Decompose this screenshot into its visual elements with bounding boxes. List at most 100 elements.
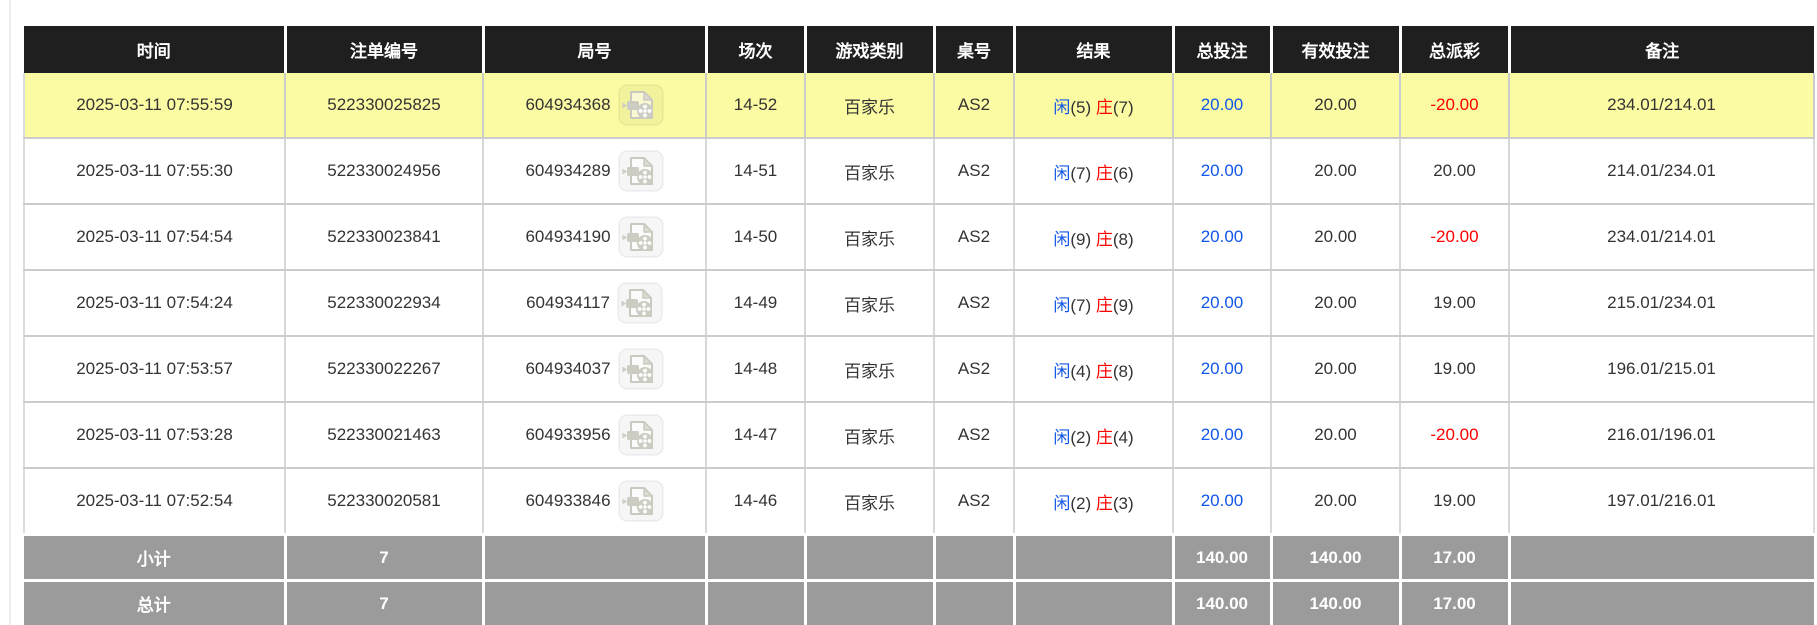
total-bet-cell: 20.00 (1172, 336, 1272, 403)
bet-record-row[interactable]: 2025-03-11 07:55:59 522330025825 6049343… (23, 73, 1815, 139)
bet-record-row[interactable]: 2025-03-11 07:52:54 522330020581 6049338… (23, 468, 1815, 536)
table-header: 时间 注单编号 局号 场次 游戏类别 桌号 结果 总投注 有效投注 总派彩 备注 (24, 26, 1814, 73)
col-header-session: 场次 (706, 26, 807, 73)
subtotal-empty-table-no (934, 533, 1016, 581)
player-result-label: 闲 (1053, 163, 1071, 183)
video-replay-icon[interactable] (617, 414, 664, 456)
table-no-cell: AS2 (933, 468, 1015, 536)
result-cell: 闲(7) 庄(6) (1013, 138, 1174, 205)
video-replay-icon[interactable] (617, 216, 664, 258)
table-no-cell: AS2 (933, 204, 1015, 271)
total-empty-round (483, 579, 708, 625)
remark-cell: 216.01/196.01 (1508, 402, 1815, 469)
subtotal-empty-remark (1509, 533, 1814, 581)
valid-bet-cell: 20.00 (1270, 336, 1401, 403)
payout-cell: -20.00 (1399, 204, 1510, 271)
round-id-cell: 604934368 (482, 73, 707, 139)
player-result-label: 闲 (1053, 427, 1071, 447)
session-cell: 14-48 (705, 336, 806, 403)
game-type-cell: 百家乐 (804, 402, 935, 469)
payout-value: 19.00 (1433, 491, 1476, 510)
col-header-game-type: 游戏类别 (805, 26, 936, 73)
payout-cell: 19.00 (1399, 336, 1510, 403)
bet-records-table: 时间 注单编号 局号 场次 游戏类别 桌号 结果 总投注 有效投注 总派彩 备注… (23, 26, 1815, 625)
banker-result-label: 庄 (1095, 361, 1113, 381)
table-footer: 小计 7 140.00 140.00 17.00 总计 7 140.00 140… (24, 533, 1814, 625)
valid-bet-cell: 20.00 (1270, 270, 1401, 337)
round-id-cell: 604934289 (482, 138, 707, 205)
round-id-cell: 604933846 (482, 468, 707, 536)
bet-id-cell: 522330020581 (284, 468, 484, 536)
header-row: 时间 注单编号 局号 场次 游戏类别 桌号 结果 总投注 有效投注 总派彩 备注 (24, 26, 1814, 73)
total-bet-link[interactable]: 20.00 (1200, 425, 1244, 444)
banker-result-label: 庄 (1095, 427, 1113, 447)
game-type-cell: 百家乐 (804, 336, 935, 403)
bet-id-cell: 522330025825 (284, 73, 484, 139)
total-bet-link[interactable]: 20.00 (1200, 359, 1244, 378)
bet-record-row[interactable]: 2025-03-11 07:54:54 522330023841 6049341… (23, 204, 1815, 271)
total-empty-result (1014, 579, 1175, 625)
game-type-cell: 百家乐 (804, 270, 935, 337)
video-replay-icon[interactable] (617, 282, 663, 324)
bet-id-cell: 522330022267 (284, 336, 484, 403)
player-result-label: 闲 (1053, 361, 1071, 381)
remark-cell: 197.01/216.01 (1508, 468, 1815, 536)
player-result-score: (9) (1070, 229, 1092, 249)
subtotal-label: 小计 (24, 533, 287, 581)
valid-bet-cell: 20.00 (1270, 138, 1401, 205)
banker-result-score: (4) (1112, 427, 1134, 447)
round-id-cell: 604934190 (482, 204, 707, 271)
payout-value: 20.00 (1433, 161, 1476, 180)
page-left-divider (9, 0, 11, 625)
total-row: 总计 7 140.00 140.00 17.00 (24, 579, 1814, 625)
round-id-value: 604934289 (525, 161, 611, 180)
subtotal-row: 小计 7 140.00 140.00 17.00 (24, 533, 1814, 581)
bet-record-row[interactable]: 2025-03-11 07:53:28 522330021463 6049339… (23, 402, 1815, 469)
total-empty-game-type (805, 579, 936, 625)
round-id-value: 604933846 (525, 491, 611, 510)
payout-cell: 20.00 (1399, 138, 1510, 205)
col-header-result: 结果 (1014, 26, 1175, 73)
session-cell: 14-49 (705, 270, 806, 337)
session-cell: 14-50 (705, 204, 806, 271)
session-cell: 14-46 (705, 468, 806, 536)
total-bet-link[interactable]: 20.00 (1200, 491, 1244, 510)
result-cell: 闲(7) 庄(9) (1013, 270, 1174, 337)
round-id-cell: 604933956 (482, 402, 707, 469)
valid-bet-cell: 20.00 (1270, 204, 1401, 271)
video-replay-icon[interactable] (617, 150, 664, 192)
col-header-total-bet: 总投注 (1173, 26, 1273, 73)
total-label: 总计 (24, 579, 287, 625)
banker-result-label: 庄 (1095, 229, 1113, 249)
total-total-bet: 140.00 (1173, 579, 1273, 625)
subtotal-empty-result (1014, 533, 1175, 581)
video-replay-icon[interactable] (617, 348, 664, 390)
banker-result-score: (6) (1112, 163, 1134, 183)
remark-cell: 234.01/214.01 (1508, 73, 1815, 139)
bet-record-row[interactable]: 2025-03-11 07:54:24 522330022934 6049341… (23, 270, 1815, 337)
banker-result-score: (8) (1112, 229, 1134, 249)
valid-bet-cell: 20.00 (1270, 402, 1401, 469)
player-result-label: 闲 (1053, 493, 1071, 513)
round-id-cell: 604934037 (482, 336, 707, 403)
video-replay-icon[interactable] (617, 480, 664, 522)
total-bet-link[interactable]: 20.00 (1200, 95, 1244, 114)
col-header-table-no: 桌号 (934, 26, 1016, 73)
session-cell: 14-52 (705, 73, 806, 139)
subtotal-total-bet: 140.00 (1173, 533, 1273, 581)
player-result-label: 闲 (1053, 295, 1071, 315)
table-no-cell: AS2 (933, 138, 1015, 205)
subtotal-empty-session (706, 533, 807, 581)
player-result-label: 闲 (1053, 229, 1071, 249)
total-bet-link[interactable]: 20.00 (1200, 293, 1244, 312)
bet-record-row[interactable]: 2025-03-11 07:53:57 522330022267 6049340… (23, 336, 1815, 403)
total-bet-link[interactable]: 20.00 (1200, 227, 1244, 246)
bet-record-row[interactable]: 2025-03-11 07:55:30 522330024956 6049342… (23, 138, 1815, 205)
round-id-value: 604934037 (525, 359, 611, 378)
total-bet-link[interactable]: 20.00 (1200, 161, 1244, 180)
video-replay-icon[interactable] (617, 84, 664, 126)
result-cell: 闲(4) 庄(8) (1013, 336, 1174, 403)
payout-cell: 19.00 (1399, 468, 1510, 536)
player-result-score: (4) (1070, 361, 1092, 381)
payout-value: -20.00 (1430, 95, 1479, 114)
